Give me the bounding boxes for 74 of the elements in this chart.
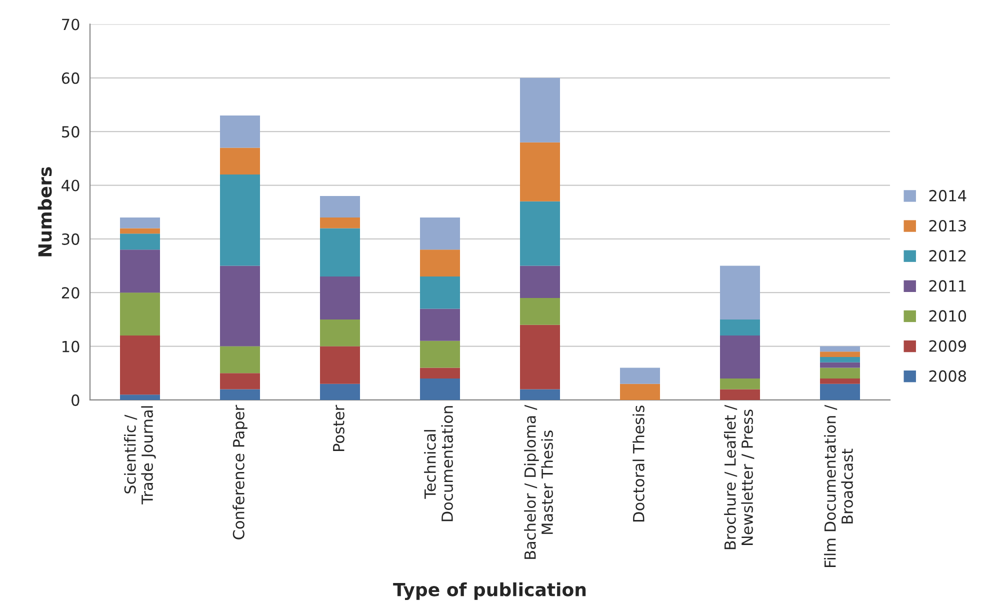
bar xyxy=(120,394,160,400)
bar xyxy=(820,362,860,368)
bar xyxy=(620,384,660,400)
bar xyxy=(720,378,760,390)
bar xyxy=(820,384,860,400)
y-tick-label: 10 xyxy=(62,340,80,352)
bar xyxy=(420,276,460,309)
bar xyxy=(420,340,460,368)
legend-label: 2014 xyxy=(929,190,966,202)
bar xyxy=(320,346,360,384)
bar xyxy=(220,115,260,148)
y-tick-label: 40 xyxy=(62,180,80,192)
bar xyxy=(420,368,460,378)
legend-label: 2008 xyxy=(929,370,966,382)
legend-label: 2012 xyxy=(929,250,966,262)
bar xyxy=(520,298,560,325)
bar xyxy=(520,324,560,390)
bar xyxy=(220,266,260,346)
bar xyxy=(220,389,260,400)
x-tick-label: Brochure / Leaflet / Newsletter / Press xyxy=(724,404,754,550)
bar xyxy=(120,250,160,293)
bar xyxy=(520,201,560,266)
bar xyxy=(820,352,860,358)
bar xyxy=(720,336,760,378)
bar xyxy=(420,217,460,250)
legend-label: 2013 xyxy=(929,220,966,232)
bar xyxy=(820,378,860,384)
bar xyxy=(720,319,760,336)
bar xyxy=(320,319,360,346)
bar xyxy=(820,346,860,352)
bar xyxy=(120,234,160,250)
y-tick-label: 70 xyxy=(62,18,80,30)
x-tick-label: Doctoral Thesis xyxy=(632,406,644,522)
bar xyxy=(120,292,160,336)
x-tick-label: Bachelor / Diploma / Master Thesis xyxy=(524,404,553,559)
bar xyxy=(320,276,360,320)
y-tick-label: 50 xyxy=(62,126,80,138)
x-axis-title: Type of publication xyxy=(393,582,586,600)
bar xyxy=(420,308,460,341)
legend-label: 2009 xyxy=(929,340,966,352)
y-tick-label: 30 xyxy=(62,233,80,245)
bar xyxy=(520,78,560,142)
x-tick-label: Scientific / Trade Journal xyxy=(124,406,156,504)
y-tick-label: 20 xyxy=(62,287,80,299)
bar xyxy=(820,357,860,362)
bar xyxy=(220,346,260,374)
bar xyxy=(720,389,760,400)
bar xyxy=(520,389,560,400)
bar xyxy=(720,266,760,320)
bar xyxy=(320,196,360,218)
x-tick-label: Conference Paper xyxy=(232,404,248,540)
bar xyxy=(320,384,360,400)
legend-label: 2010 xyxy=(929,310,966,322)
y-tick-label: 0 xyxy=(72,394,80,406)
bar xyxy=(220,148,260,175)
bar xyxy=(520,142,560,202)
bar xyxy=(320,228,360,277)
bar xyxy=(220,373,260,390)
bar xyxy=(120,336,160,395)
x-tick-label: Poster xyxy=(333,404,344,451)
bar xyxy=(520,266,560,298)
y-tick-label: 60 xyxy=(62,72,80,84)
legend-label: 2011 xyxy=(929,280,966,292)
bar xyxy=(420,250,460,277)
bar xyxy=(820,368,860,378)
bar xyxy=(220,174,260,266)
bar xyxy=(420,378,460,400)
bar xyxy=(620,368,660,384)
bar xyxy=(120,228,160,234)
y-axis-title: Numbers xyxy=(38,167,52,256)
bar xyxy=(120,217,160,228)
bar xyxy=(320,217,360,228)
x-tick-label: Technical Documentation xyxy=(424,406,453,522)
x-tick-label: Film Documentation / Broadcast xyxy=(824,404,853,568)
